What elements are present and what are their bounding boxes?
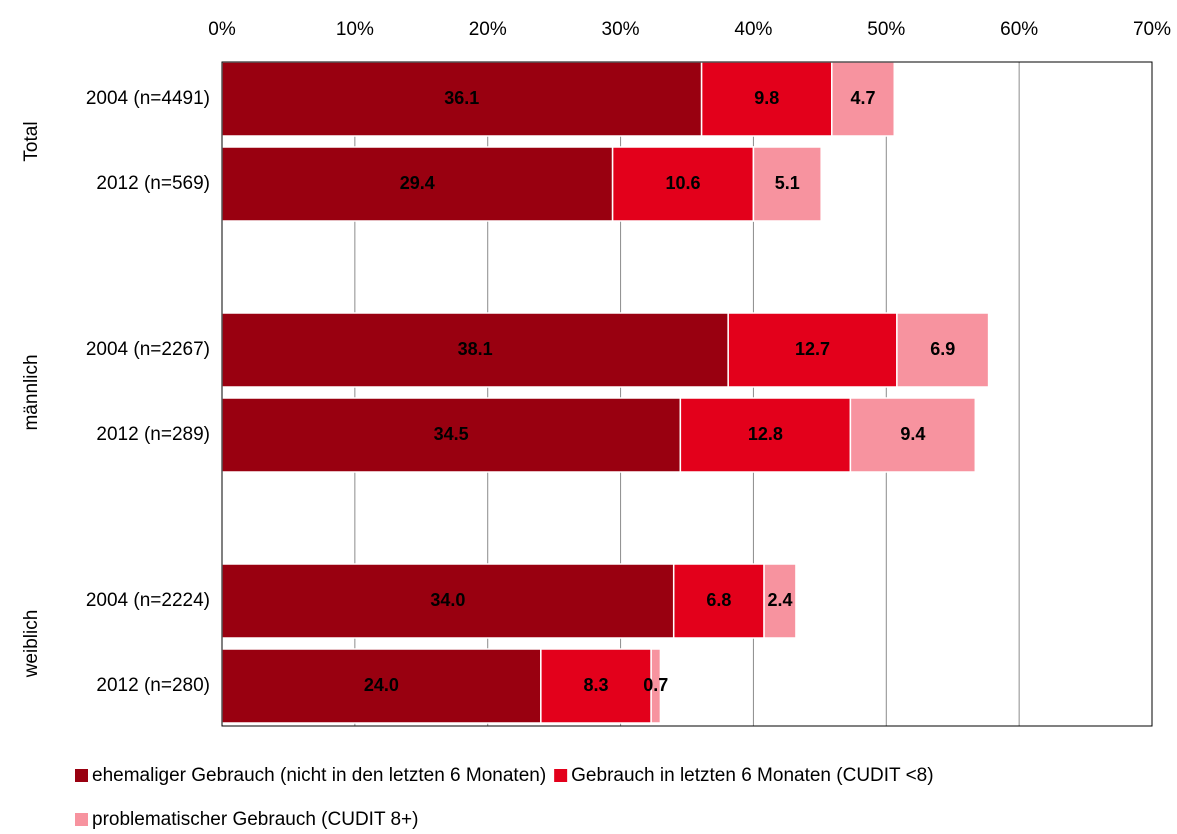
x-tick-label: 60% [1000,19,1038,40]
value-label: 0.7 [643,675,668,695]
group-label: weiblich [21,610,42,679]
bar-segment [896,312,990,388]
bar-segment [700,61,833,137]
y-tick-label: 2004 (n=2224) [86,590,210,611]
value-label: 10.6 [665,173,700,193]
y-tick-label: 2012 (n=289) [96,424,210,445]
bar-segment [679,397,852,473]
value-label: 36.1 [444,88,479,108]
value-label: 34.0 [430,590,465,610]
x-tick-label: 30% [602,19,640,40]
bar-segment [672,563,765,639]
bar-segment [849,397,977,473]
bar-segment [763,563,797,639]
legend-swatch [554,769,568,782]
x-tick-label: 40% [734,19,772,40]
value-label: 5.1 [775,173,800,193]
value-label: 4.7 [851,88,876,108]
bar-segment [540,648,652,724]
bar-segment [650,648,662,724]
bar-segment [752,146,822,222]
bar-segment [831,61,896,137]
plot-frame [221,61,1153,727]
value-label: 2.4 [767,590,792,610]
y-tick-label: 2004 (n=2267) [86,339,210,360]
value-label: 6.8 [706,590,731,610]
legend-label: problematischer Gebrauch (CUDIT 8+) [92,809,418,830]
bar-segment [727,312,898,388]
value-label: 8.3 [583,675,608,695]
value-label: 24.0 [364,675,399,695]
value-label: 6.9 [930,339,955,359]
bar-segment [221,563,675,639]
value-label: 34.5 [434,424,469,444]
y-tick-label: 2012 (n=569) [96,173,210,194]
y-tick-label: 2004 (n=4491) [86,88,210,109]
x-tick-label: 70% [1133,19,1171,40]
x-tick-label: 0% [208,19,236,40]
value-label: 38.1 [458,339,493,359]
legend-swatch [75,813,88,826]
legend-swatch [75,769,88,782]
value-label: 9.4 [900,424,925,444]
y-tick-label: 2012 (n=280) [96,675,210,696]
value-label: 12.8 [748,424,783,444]
bar-segment [221,648,542,724]
x-tick-label: 50% [867,19,905,40]
value-label: 29.4 [400,173,435,193]
value-label: 12.7 [795,339,830,359]
value-label: 9.8 [754,88,779,108]
legend-label: ehemaliger Gebrauch (nicht in den letzte… [92,765,546,786]
group-label: Total [21,121,42,161]
group-label: männlich [21,354,42,430]
bar-segment [221,312,729,388]
legend-label: Gebrauch in letzten 6 Monaten (CUDIT <8) [571,765,933,786]
x-tick-label: 20% [469,19,507,40]
x-tick-label: 10% [336,19,374,40]
